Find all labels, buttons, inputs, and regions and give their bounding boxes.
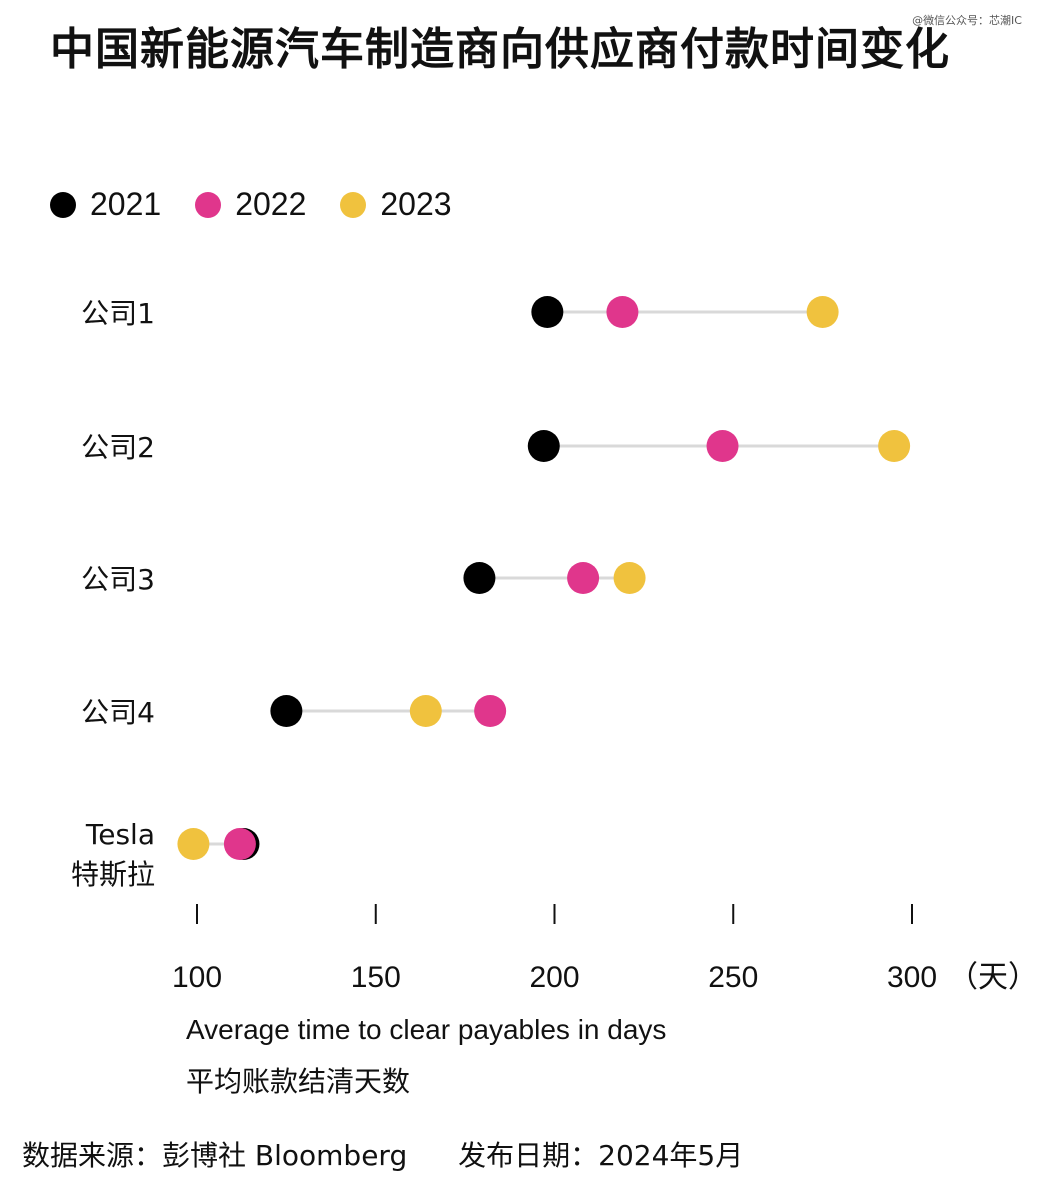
footer: 数据来源：彭博社 Bloomberg 发布日期：2024年5月 [22,1134,743,1174]
dot-2021 [527,430,560,462]
dot-2023 [409,695,442,727]
dot-2022 [223,828,256,860]
row-sublabel: 特斯拉 [71,858,155,891]
watermark: @微信公众号：芯潮IC [912,14,1022,27]
x-tick-label: 200 [529,961,579,994]
dot-2023 [806,296,839,328]
x-axis-title: Average time to clear payables in days [186,1014,667,1045]
dot-2021 [270,695,303,727]
dot-2022 [474,695,507,727]
row-label: 公司3 [81,563,155,596]
footer-source: 数据来源：彭博社 Bloomberg [22,1139,408,1172]
dot-2023 [613,562,646,594]
legend-label-2022: 2022 [235,186,307,222]
footer-date: 发布日期：2024年5月 [458,1139,744,1172]
row-label: Tesla [85,818,155,851]
x-tick-label: 300 [887,961,937,994]
legend-label-2021: 2021 [90,186,162,222]
row-label: 公司1 [81,297,155,330]
dot-2022 [706,430,739,462]
row-label: 公司4 [81,696,155,729]
chart-title: 中国新能源汽车制造商向供应商付款时间变化 [50,24,950,75]
legend-dot-2021 [50,191,76,218]
dot-plot: 公司1 公司2 公司3 公司4 Tesla 特斯拉 100 150 200 250 300 （天） [71,296,1038,995]
dot-2022 [606,296,639,328]
legend-item-2023: 2023 [340,186,452,223]
legend-item-2021: 2021 [50,186,161,223]
dot-2021 [531,296,564,328]
dot-2022 [567,562,600,594]
legend-label-2023: 2023 [380,186,452,222]
x-tick-label: 150 [351,961,401,994]
x-tick-label: 100 [172,961,222,994]
dot-2021 [463,562,496,594]
legend-dot-2022 [195,191,222,218]
x-axis-title-zh: 平均账款结清天数 [186,1065,411,1098]
x-axis-unit: （天） [948,960,1038,995]
dot-2023 [177,828,210,860]
legend-item-2022: 2022 [195,186,306,223]
legend-dot-2023 [340,191,367,218]
x-tick-label: 250 [708,961,758,994]
dot-2023 [878,430,911,462]
legend: 2021 2022 2023 [50,186,486,223]
row-label: 公司2 [81,431,155,464]
